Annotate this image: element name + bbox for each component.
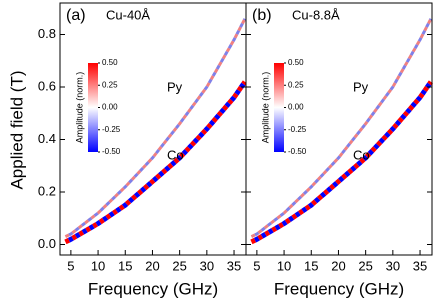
colorbar-tick-label: 0.25 [102, 80, 118, 89]
x-tick-label: 15 [118, 258, 132, 273]
y-tick-label: 0.4 [38, 131, 56, 146]
colorbar [274, 63, 284, 152]
x-tick-label: 5 [253, 258, 260, 273]
colorbar-tick-label: 0.00 [288, 103, 304, 112]
x-tick-label: 25 [172, 258, 186, 273]
sample-label: Cu-8.8Å [292, 7, 340, 22]
mode-line-alt [64, 18, 247, 238]
plot-area [60, 3, 246, 255]
mode-label: Co [353, 147, 370, 162]
mode-label: Py [353, 79, 369, 94]
y-tick-label: 0.6 [38, 78, 56, 93]
panel-label: (a) [66, 7, 86, 24]
x-tick-label: 30 [200, 258, 214, 273]
x-tick-label: 35 [413, 258, 427, 273]
mode-label: Py [167, 79, 183, 94]
x-tick-label: 10 [91, 258, 105, 273]
colorbar-label: Amplitude (norm.) [260, 72, 270, 144]
plot-frame [245, 2, 433, 256]
colorbar-tick-label: 0.00 [102, 103, 118, 112]
y-tick-label: 0.2 [38, 183, 56, 198]
x-tick-label: 30 [386, 258, 400, 273]
mode-line [250, 80, 433, 245]
x-tick-label: 20 [331, 258, 345, 273]
colorbar-tick-label: 0.50 [288, 58, 304, 67]
plot-area [246, 3, 432, 255]
sample-label: Cu-40Å [106, 7, 150, 22]
mode-label: Co [167, 147, 184, 162]
panel-label: (b) [252, 7, 272, 24]
x-axis-label: Frequency (GHz) [88, 279, 218, 298]
colorbar-tick-label: 0.50 [102, 58, 118, 67]
x-tick-label: 10 [277, 258, 291, 273]
y-tick-label: 0.8 [38, 26, 56, 41]
x-tick-label: 20 [145, 258, 159, 273]
x-tick-label: 15 [304, 258, 318, 273]
colorbar-tick-label: -0.25 [288, 125, 307, 134]
x-axis-label: Frequency (GHz) [274, 279, 404, 298]
colorbar-tick-label: -0.50 [102, 147, 121, 156]
colorbar-tick-label: -0.25 [102, 125, 121, 134]
mode-line [250, 18, 433, 238]
x-tick-label: 35 [227, 258, 241, 273]
mode-line-alt [250, 18, 433, 238]
y-tick-label: 0.0 [38, 236, 56, 251]
colorbar-label: Amplitude (norm.) [74, 72, 84, 144]
mode-line [64, 18, 247, 238]
x-tick-label: 5 [67, 258, 74, 273]
colorbar-tick-label: 0.25 [288, 80, 304, 89]
x-tick-label: 25 [358, 258, 372, 273]
colorbar [88, 63, 98, 152]
colorbar-tick-label: -0.50 [288, 147, 307, 156]
y-axis-label: Applied field (T) [7, 70, 26, 189]
mode-line [64, 80, 247, 245]
